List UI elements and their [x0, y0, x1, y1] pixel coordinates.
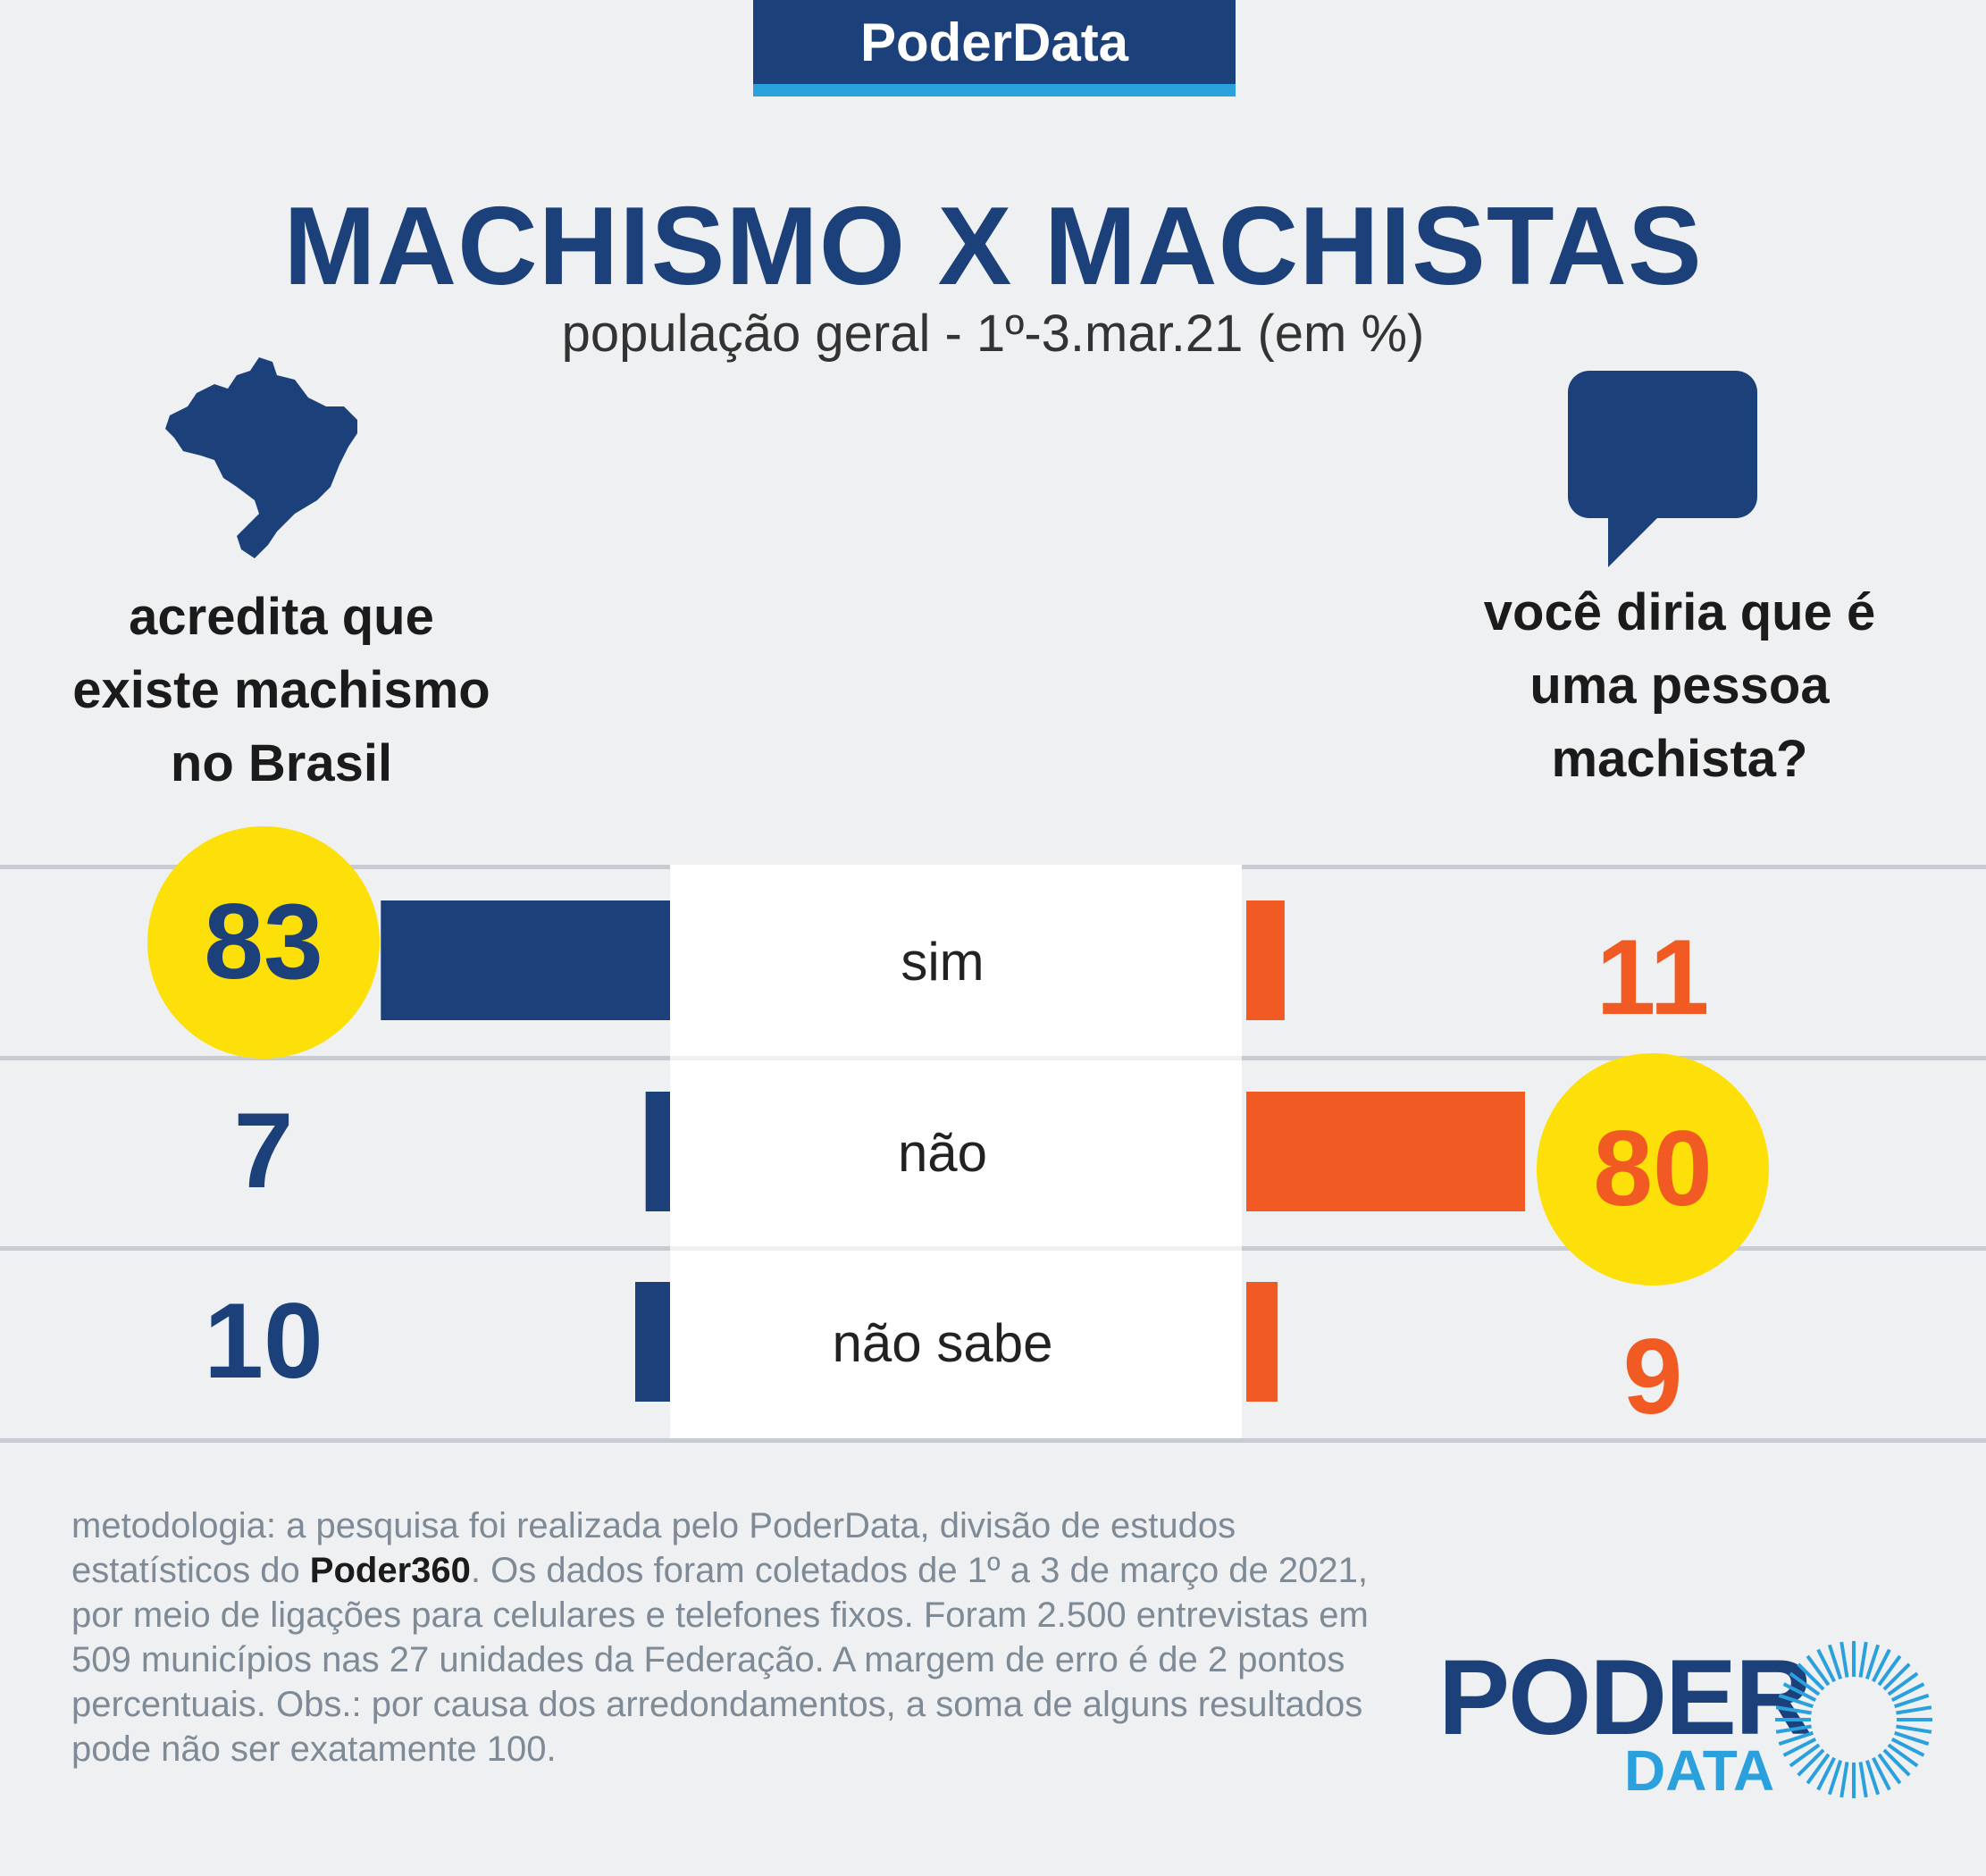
methodology-text: metodologia: a pesquisa foi realizada pe… — [71, 1506, 1236, 1590]
bar-right-1 — [1246, 1092, 1525, 1211]
category-label: não sabe — [833, 1313, 1053, 1373]
logo-ray — [1778, 1730, 1814, 1746]
speech-bubble-icon — [1568, 371, 1757, 567]
bar-left-0 — [381, 900, 670, 1020]
logo-ray — [1775, 1705, 1812, 1715]
logo-burst-icon — [1775, 1641, 1932, 1798]
question-left-line: acredita que — [129, 588, 434, 646]
value-right: 80 — [1593, 1109, 1712, 1228]
brazil-map-icon — [165, 357, 357, 558]
logo-ray — [1864, 1644, 1881, 1679]
logo-ray — [1894, 1730, 1930, 1746]
highlight-circle-right — [1537, 1053, 1769, 1286]
logo-ray — [1816, 1648, 1836, 1683]
methodology-text: . Os dados foram coletados de 1º a 3 de … — [71, 1551, 1369, 1769]
logo-ray — [1887, 1743, 1919, 1768]
question-left-line: no Brasil — [170, 734, 393, 792]
logo-ray — [1896, 1705, 1932, 1715]
logo-ray — [1877, 1654, 1902, 1687]
row-divider — [0, 1438, 1986, 1443]
center-divider — [670, 1056, 1242, 1060]
logo-ray — [1778, 1693, 1814, 1709]
logo-ray — [1806, 1753, 1831, 1785]
logo-ray — [1827, 1760, 1843, 1796]
logo-ray — [1890, 1682, 1925, 1702]
value-left: 7 — [234, 1091, 294, 1210]
value-right: 9 — [1623, 1317, 1683, 1436]
logo-ray — [1827, 1644, 1843, 1679]
methodology-brand: Poder360 — [309, 1551, 471, 1590]
logo-ray — [1882, 1748, 1911, 1777]
logo-ray — [1864, 1760, 1881, 1796]
logo-ray — [1896, 1724, 1932, 1734]
question-right-line: machista? — [1551, 730, 1808, 788]
logo-wordmark-poder: PODER — [1438, 1637, 1813, 1757]
highlight-circle-left — [147, 826, 380, 1059]
center-divider — [670, 1246, 1242, 1251]
question-right: você diria que é uma pessoa machista? — [1403, 576, 1957, 796]
center-panel — [670, 865, 1242, 1438]
question-left: acredita que existe machismo no Brasil — [27, 581, 536, 800]
bar-left-1 — [645, 1092, 670, 1211]
logo-ray — [1816, 1756, 1836, 1791]
logo-ray — [1894, 1693, 1930, 1709]
logo-ray — [1872, 1756, 1891, 1791]
logo-ray — [1882, 1662, 1911, 1691]
brand-tab: PoderData — [753, 0, 1236, 96]
category-label: não — [898, 1123, 987, 1183]
logo-ray — [1839, 1762, 1849, 1798]
logo-ray — [1775, 1724, 1812, 1734]
logo-ray — [1782, 1682, 1817, 1702]
logo-wordmark-data: DATA — [1624, 1738, 1775, 1803]
question-right-line: uma pessoa — [1529, 657, 1830, 715]
question-left-line: existe machismo — [72, 661, 490, 719]
logo-ray — [1806, 1654, 1831, 1687]
value-left: 83 — [204, 882, 323, 1001]
logo-ray — [1782, 1738, 1817, 1757]
logo-ray — [1789, 1671, 1821, 1696]
logo-ray — [1789, 1743, 1821, 1768]
logo-ray — [1858, 1641, 1868, 1678]
page-title: MACHISMO X MACHISTAS — [283, 185, 1703, 308]
logo-ray — [1839, 1641, 1849, 1678]
value-left: 10 — [204, 1281, 323, 1401]
bar-left-2 — [635, 1282, 670, 1402]
bar-right-0 — [1246, 900, 1285, 1020]
logo-ray — [1872, 1648, 1891, 1683]
logo-ray — [1890, 1738, 1925, 1757]
value-right: 11 — [1596, 917, 1710, 1037]
logo-ray — [1858, 1762, 1868, 1798]
category-label: sim — [901, 932, 984, 992]
logo-ray — [1797, 1662, 1825, 1691]
question-right-line: você diria que é — [1483, 583, 1876, 641]
logo-ray — [1877, 1753, 1902, 1785]
logo-ray — [1887, 1671, 1919, 1696]
methodology-note: metodologia: a pesquisa foi realizada pe… — [71, 1503, 1394, 1771]
bar-right-2 — [1246, 1282, 1278, 1402]
logo-ray — [1797, 1748, 1825, 1777]
page-subtitle: população geral - 1º-3.mar.21 (em %) — [561, 305, 1425, 363]
